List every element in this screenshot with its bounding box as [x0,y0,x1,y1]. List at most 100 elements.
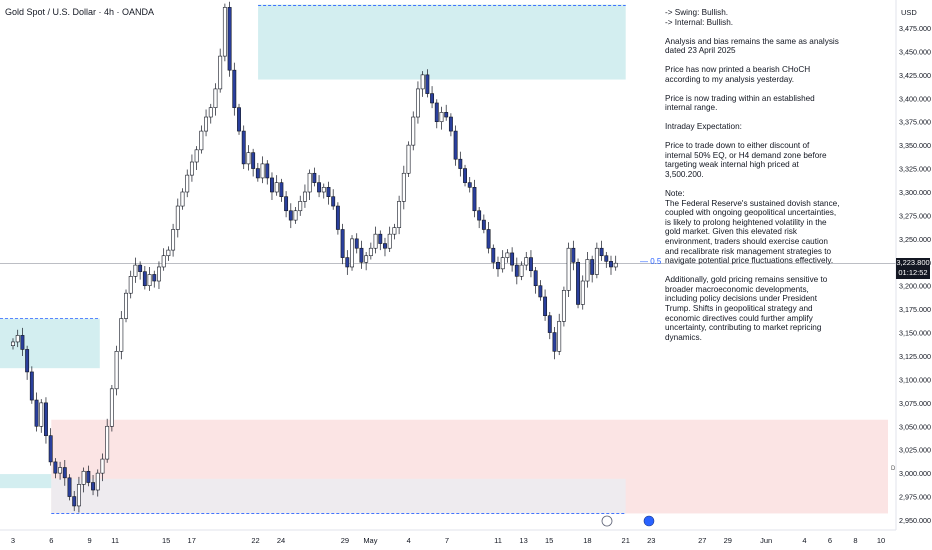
candle-up [166,249,171,257]
candle-up [39,402,44,427]
candle-up [566,247,571,291]
zone-grey [51,478,626,514]
candle-down [237,107,241,132]
candle-down [547,315,552,333]
x-tick-label: 23 [647,536,655,545]
candle-up [218,55,223,90]
candle-up [293,210,298,221]
y-tick-label: 3,050.000 [899,422,931,431]
candle-down [20,335,25,350]
candle-up [109,388,114,427]
y-tick-label: 3,075.000 [899,399,931,408]
y-tick-label: 3,100.000 [899,375,931,384]
candle-down [359,247,364,263]
x-tick-label: 10 [877,536,885,545]
candle-down [142,271,147,287]
y-tick-label: 3,300.000 [899,188,931,197]
candle-up [411,116,416,146]
candle-down [486,229,491,249]
candle-down [25,349,30,373]
timeframe-label: D [891,466,896,472]
candle-up [189,161,194,176]
y-tick-label: 3,375.000 [899,118,931,127]
zone-small-cyan [0,474,52,489]
candle-down [383,243,387,249]
candle-up [81,470,86,485]
candle-up [406,144,411,174]
candle-down [152,274,157,282]
note-fed: Note: The Federal Reserve's sustained do… [665,189,840,266]
candle-up [350,238,354,268]
candle-down [340,229,345,258]
y-tick-label: 3,200.000 [899,282,931,291]
candle-up [274,182,279,193]
candle-down [448,116,453,132]
x-tick-label: 13 [519,536,527,545]
candle-up [505,252,510,258]
candle-down [604,255,609,262]
note-bias: Analysis and bias remains the same as an… [665,36,839,56]
candle-up [580,280,585,305]
candle-up [185,174,190,193]
candle-down [284,196,289,212]
candle-up [213,88,218,108]
candle-up [260,163,265,179]
candle-up [500,257,505,270]
candle-down [599,247,604,257]
y-tick-label: 3,250.000 [899,235,931,244]
candle-down [434,102,439,123]
x-tick-label: 15 [162,536,170,545]
x-tick-label: 18 [583,536,591,545]
candle-up [11,341,15,346]
candle-down [481,219,486,230]
candle-down [576,261,580,305]
candle-up [124,292,128,319]
candle-down [48,435,53,463]
candle-down [453,130,458,160]
candle-up [420,74,425,90]
candle-down [477,210,482,221]
candle-up [180,191,185,207]
candle-up [397,201,402,228]
candle-down [279,182,284,197]
candle-up [171,229,176,251]
candle-down [91,482,95,491]
candle-up [147,274,152,287]
note-expectation: Price to trade down to either discount o… [665,141,827,180]
candle-down [571,247,576,263]
candle-down [255,168,260,179]
x-tick-label: 29 [341,536,349,545]
candle-up [100,458,105,474]
note-macro: Additionally, gold pricing remains sensi… [665,275,828,342]
candle-up [302,191,307,202]
candle-down [543,296,548,317]
candle-up [119,318,124,352]
candle-down [345,257,350,268]
note-heading: Intraday Expectation: [665,122,742,132]
candle-down [62,467,67,479]
candle-down [67,477,72,497]
candle-down [312,172,317,183]
y-tick-label: 3,350.000 [899,141,931,150]
y-tick-label: 2,975.000 [899,493,931,502]
candle-down [29,371,34,401]
currency-unit: USD [901,8,917,17]
candle-down [288,210,293,221]
candle-up [392,227,397,235]
current-price-tag: 3,223.800 01:12:52 [896,258,930,279]
eq-label-value: 0.5 [650,257,662,266]
y-tick-label: 3,450.000 [899,47,931,56]
x-tick-label: 6 [828,536,832,545]
y-tick-label: 3,025.000 [899,446,931,455]
y-tick-label: 3,125.000 [899,352,931,361]
x-tick-label: 7 [445,536,449,545]
x-tick-label: 3 [11,536,15,545]
candle-up [519,264,524,277]
candle-up [524,257,529,266]
x-tick-label: 21 [622,536,630,545]
candle-down [533,270,538,287]
candle-up [439,112,444,123]
candle-down [430,93,435,104]
